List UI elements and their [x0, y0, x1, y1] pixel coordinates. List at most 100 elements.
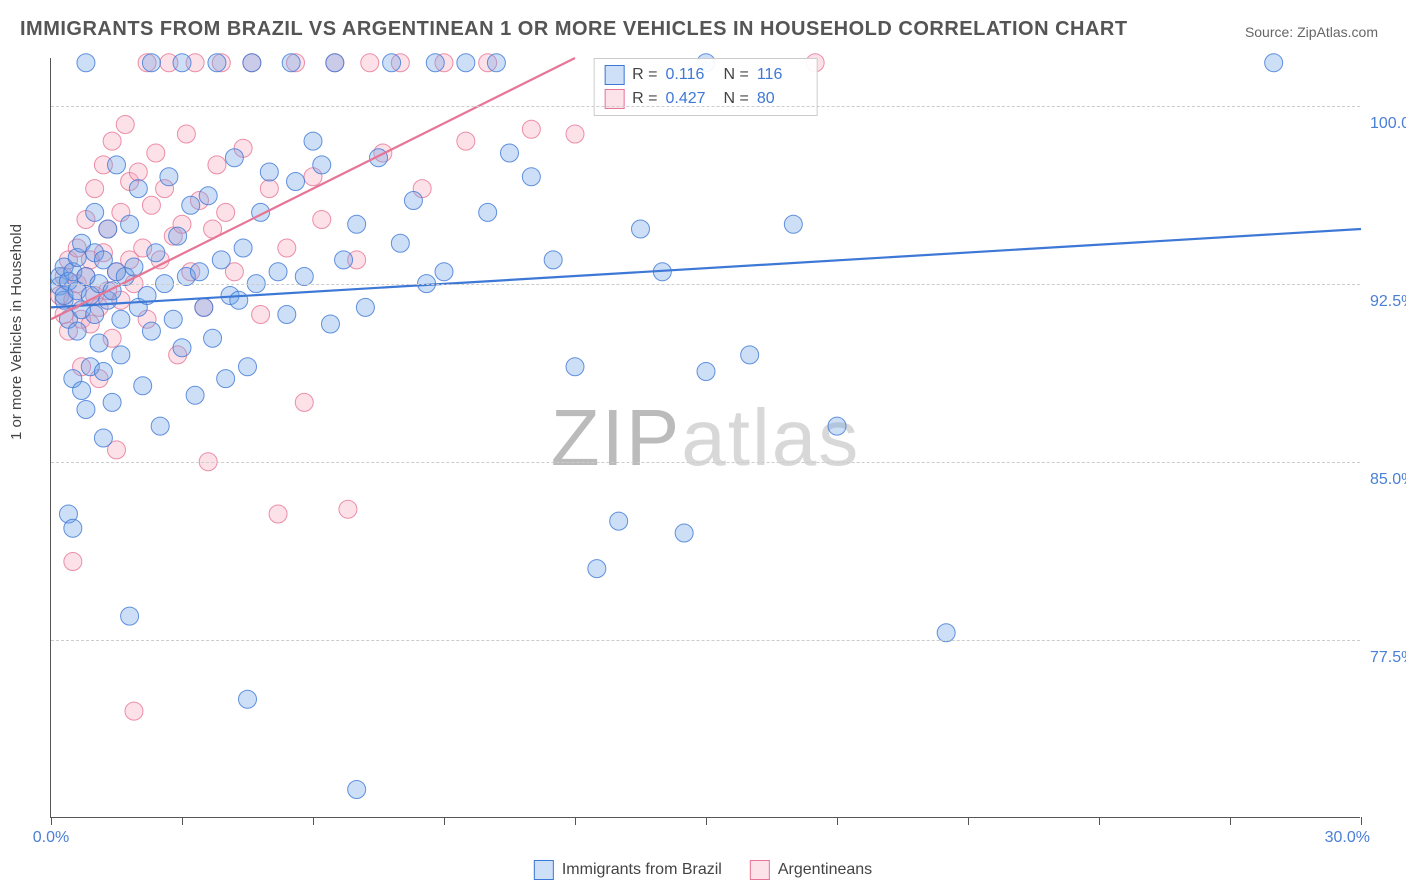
scatter-point-brazil	[234, 239, 252, 257]
scatter-point-argentina	[313, 211, 331, 229]
source-attribution: Source: ZipAtlas.com	[1245, 24, 1378, 40]
scatter-point-brazil	[348, 781, 366, 799]
x-tick	[1361, 817, 1362, 825]
scatter-point-brazil	[522, 168, 540, 186]
scatter-point-brazil	[457, 54, 475, 72]
scatter-point-brazil	[239, 358, 257, 376]
scatter-point-brazil	[370, 149, 388, 167]
stats-row-argentina: R =0.427N =80	[604, 87, 807, 111]
scatter-point-argentina	[269, 505, 287, 523]
scatter-point-argentina	[217, 203, 235, 221]
scatter-point-argentina	[86, 180, 104, 198]
y-tick-label: 85.0%	[1370, 471, 1406, 489]
scatter-point-brazil	[212, 251, 230, 269]
scatter-point-brazil	[125, 258, 143, 276]
scatter-point-brazil	[239, 690, 257, 708]
scatter-point-brazil	[784, 215, 802, 233]
x-tick	[575, 817, 576, 825]
scatter-point-brazil	[147, 244, 165, 262]
scatter-point-argentina	[116, 116, 134, 134]
scatter-point-brazil	[632, 220, 650, 238]
scatter-point-argentina	[566, 125, 584, 143]
scatter-point-brazil	[828, 417, 846, 435]
scatter-point-brazil	[173, 339, 191, 357]
scatter-point-brazil	[103, 393, 121, 411]
scatter-point-brazil	[435, 263, 453, 281]
scatter-point-argentina	[457, 132, 475, 150]
x-tick	[313, 817, 314, 825]
scatter-point-brazil	[391, 234, 409, 252]
scatter-point-argentina	[142, 196, 160, 214]
n-value: 116	[757, 66, 807, 84]
scatter-point-brazil	[243, 54, 261, 72]
scatter-point-brazil	[73, 382, 91, 400]
scatter-point-brazil	[160, 168, 178, 186]
plot-area: ZIPatlas R =0.116N =116R =0.427N =80 77.…	[50, 58, 1360, 818]
scatter-point-brazil	[610, 512, 628, 530]
x-tick	[706, 817, 707, 825]
scatter-point-brazil	[356, 298, 374, 316]
scatter-point-brazil	[68, 322, 86, 340]
scatter-point-brazil	[121, 607, 139, 625]
legend-swatch-brazil	[604, 65, 624, 85]
r-label: R =	[632, 66, 657, 84]
scatter-point-argentina	[129, 163, 147, 181]
scatter-point-brazil	[348, 215, 366, 233]
gridline-h	[51, 640, 1360, 641]
scatter-point-brazil	[487, 54, 505, 72]
x-tick	[837, 817, 838, 825]
chart-svg	[51, 58, 1360, 817]
scatter-point-brazil	[501, 144, 519, 162]
legend-label: Argentineans	[778, 861, 872, 879]
scatter-point-argentina	[208, 156, 226, 174]
n-label: N =	[724, 66, 749, 84]
x-tick	[182, 817, 183, 825]
scatter-point-brazil	[186, 386, 204, 404]
scatter-point-brazil	[112, 310, 130, 328]
y-tick-label: 100.0%	[1370, 115, 1406, 133]
legend-item-argentina: Argentineans	[750, 860, 872, 880]
stats-box: R = 0.116 N = 116 R =0.427N =80	[593, 58, 818, 116]
scatter-point-argentina	[125, 702, 143, 720]
scatter-point-brazil	[86, 306, 104, 324]
scatter-point-brazil	[142, 322, 160, 340]
y-axis-label: 1 or more Vehicles in Household	[8, 224, 25, 440]
scatter-point-argentina	[522, 120, 540, 138]
x-tick	[968, 817, 969, 825]
scatter-point-argentina	[295, 393, 313, 411]
scatter-point-argentina	[64, 553, 82, 571]
scatter-point-brazil	[77, 54, 95, 72]
scatter-point-brazil	[204, 329, 222, 347]
scatter-point-brazil	[142, 54, 160, 72]
scatter-point-argentina	[147, 144, 165, 162]
x-tick	[1099, 817, 1100, 825]
scatter-point-brazil	[182, 196, 200, 214]
r-value: 0.116	[666, 66, 716, 84]
x-tick-label: 30.0%	[1325, 829, 1370, 847]
scatter-point-brazil	[173, 54, 191, 72]
legend-item-brazil: Immigrants from Brazil	[534, 860, 722, 880]
scatter-point-brazil	[335, 251, 353, 269]
scatter-point-brazil	[195, 298, 213, 316]
scatter-point-brazil	[287, 173, 305, 191]
scatter-point-argentina	[177, 125, 195, 143]
scatter-point-brazil	[544, 251, 562, 269]
scatter-point-brazil	[566, 358, 584, 376]
scatter-point-brazil	[426, 54, 444, 72]
scatter-point-brazil	[121, 215, 139, 233]
scatter-point-argentina	[278, 239, 296, 257]
x-tick	[444, 817, 445, 825]
scatter-point-brazil	[313, 156, 331, 174]
scatter-point-brazil	[479, 203, 497, 221]
scatter-point-brazil	[108, 156, 126, 174]
scatter-point-brazil	[326, 54, 344, 72]
scatter-point-brazil	[278, 306, 296, 324]
scatter-point-brazil	[164, 310, 182, 328]
scatter-point-brazil	[230, 291, 248, 309]
scatter-point-brazil	[99, 220, 117, 238]
stats-row-brazil: R = 0.116 N = 116	[604, 63, 807, 87]
legend-swatch-argentina	[750, 860, 770, 880]
scatter-point-brazil	[282, 54, 300, 72]
scatter-point-brazil	[225, 149, 243, 167]
scatter-point-brazil	[190, 263, 208, 281]
